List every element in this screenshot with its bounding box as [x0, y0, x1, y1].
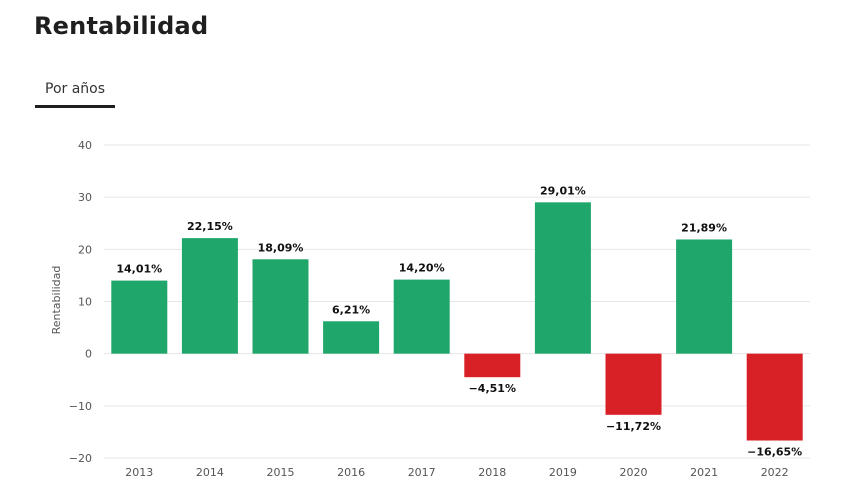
y-tick-label: 20 — [78, 243, 92, 256]
page-title: Rentabilidad — [34, 12, 209, 40]
x-tick-label: 2013 — [125, 466, 153, 479]
data-label-2021: 21,89% — [681, 221, 727, 234]
data-label-2015: 18,09% — [258, 241, 304, 254]
bar-2022 — [746, 353, 803, 441]
bar-2021 — [676, 239, 733, 354]
data-label-2022: −16,65% — [747, 446, 802, 459]
bar-2017 — [393, 279, 450, 354]
data-label-2014: 22,15% — [187, 220, 233, 233]
y-tick-label: 30 — [78, 191, 92, 204]
tab-por-anos[interactable]: Por años — [35, 81, 116, 108]
x-tick-label: 2018 — [478, 466, 506, 479]
data-label-2019: 29,01% — [540, 184, 586, 197]
y-tick-label: 10 — [78, 296, 92, 309]
x-tick-label: 2016 — [337, 466, 365, 479]
x-tick-label: 2014 — [196, 466, 224, 479]
data-labels: 14,01% 22,15% 18,09% 6,21% 14,20% −4,51% 29,01… — [116, 184, 802, 458]
x-tick-label: 2022 — [761, 466, 789, 479]
bar-2015 — [252, 259, 309, 354]
bar-2014 — [181, 238, 238, 354]
y-axis-label: Rentabilidad — [50, 266, 63, 335]
y-axis: 40 30 20 10 0 −10 −20 — [69, 139, 92, 465]
x-tick-label: 2015 — [267, 466, 295, 479]
y-tick-label: 40 — [78, 139, 92, 152]
x-tick-label: 2021 — [690, 466, 718, 479]
x-tick-label: 2017 — [408, 466, 436, 479]
data-label-2017: 14,20% — [399, 262, 445, 275]
y-tick-label: −20 — [69, 452, 92, 465]
data-label-2020: −11,72% — [606, 420, 661, 433]
bar-2013 — [111, 280, 168, 354]
data-label-2018: −4,51% — [469, 382, 516, 395]
bar-2016 — [323, 321, 380, 354]
bar-2018 — [464, 353, 521, 378]
x-axis: 2013 2014 2015 2016 2017 2018 2019 2020 2021 2022 — [125, 466, 788, 479]
data-label-2013: 14,01% — [116, 263, 162, 276]
y-tick-label: 0 — [85, 348, 92, 361]
bars — [111, 202, 803, 441]
x-tick-label: 2019 — [549, 466, 577, 479]
y-tick-label: −10 — [69, 400, 92, 413]
bar-2019 — [534, 202, 591, 354]
bar-2020 — [605, 353, 662, 415]
tab-bar: Por años — [35, 78, 116, 108]
x-tick-label: 2020 — [620, 466, 648, 479]
data-label-2016: 6,21% — [332, 303, 370, 316]
